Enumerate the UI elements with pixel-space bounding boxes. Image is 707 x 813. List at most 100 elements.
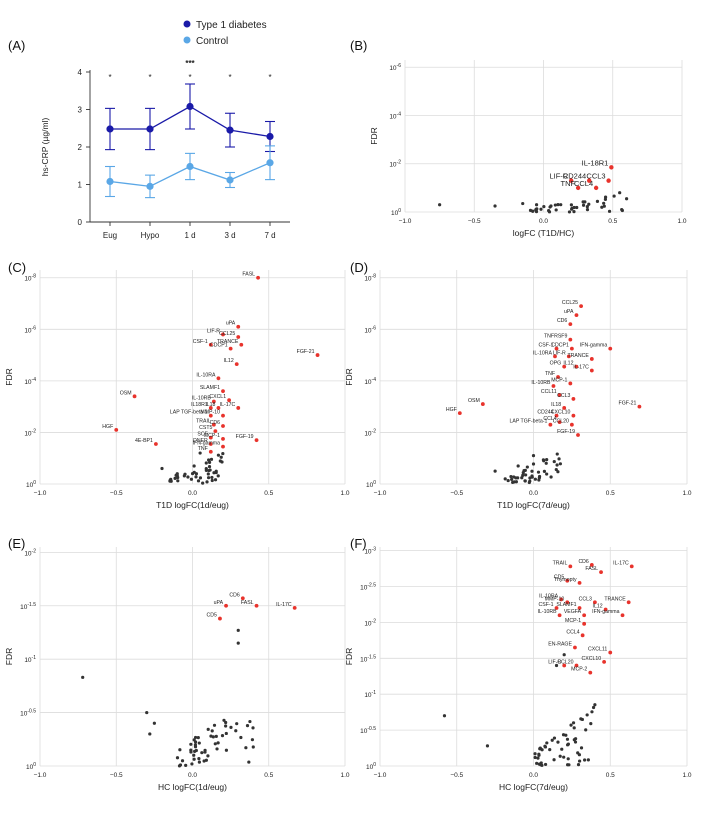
point-label: CD6	[229, 592, 239, 598]
tick-base: 10	[24, 327, 32, 334]
background-point	[248, 719, 252, 724]
significance-star: *	[228, 73, 231, 82]
background-point	[189, 477, 194, 481]
background-point	[549, 204, 553, 208]
background-point	[193, 735, 198, 740]
data-point	[266, 132, 274, 141]
point-label: TRANCE	[217, 339, 239, 345]
background-point	[251, 726, 255, 730]
background-point	[531, 454, 536, 458]
significance-star: *	[268, 73, 271, 82]
tick-base: 10	[389, 162, 397, 169]
background-point	[566, 757, 570, 761]
significant-point	[315, 353, 320, 357]
background-point	[537, 762, 541, 766]
background-point	[503, 477, 507, 481]
tick-exponent: -2	[32, 548, 37, 554]
background-point	[581, 203, 586, 207]
point-label: HGF	[446, 407, 457, 413]
y-tick-label: 100	[366, 762, 376, 771]
background-point	[585, 204, 589, 209]
background-point	[600, 205, 604, 209]
background-point	[198, 451, 202, 455]
point-label: CCL4	[543, 416, 556, 422]
x-tick-label: 0.5	[606, 772, 615, 779]
point-label: CXCL10	[551, 410, 571, 416]
significant-point	[626, 600, 631, 605]
background-point	[572, 205, 576, 210]
background-point	[540, 748, 544, 752]
point-label: 4E-BP1	[135, 438, 153, 444]
background-point	[556, 202, 560, 207]
background-point	[510, 477, 514, 482]
background-point	[584, 728, 588, 732]
legend-label-control: Control	[196, 36, 228, 47]
background-point	[210, 475, 214, 480]
point-label: OPG	[550, 361, 562, 367]
point-label: CCL3	[579, 596, 592, 602]
data-point	[146, 125, 154, 133]
x-tick-label: 0.0	[539, 218, 548, 225]
point-label: EN-RAGE	[548, 642, 572, 648]
significance-star: *	[148, 73, 151, 82]
background-point	[553, 203, 557, 207]
point-label: FGF-21	[619, 401, 637, 407]
background-point	[572, 726, 576, 730]
point-label: CSF-1	[193, 339, 208, 345]
significant-point	[599, 570, 603, 575]
tick-exponent: -2	[372, 428, 377, 434]
point-label: LAP TGF-beta-1	[170, 410, 208, 416]
data-point	[106, 125, 114, 133]
panel-f-letter: (F)	[350, 536, 367, 551]
significant-point	[554, 606, 559, 610]
background-point	[590, 710, 594, 714]
y-tick-label: 10-2.5	[360, 582, 376, 591]
background-point	[198, 476, 203, 480]
point-label: IFN-gamma	[193, 441, 220, 447]
data-point	[186, 162, 194, 171]
point-label: TRANCE	[604, 596, 626, 602]
x-tick-label: 1.0	[682, 490, 691, 497]
tick-base: 10	[364, 276, 372, 283]
background-point	[192, 757, 196, 761]
background-point	[535, 207, 539, 211]
background-point	[178, 748, 182, 752]
background-point	[585, 208, 590, 212]
background-point	[556, 470, 560, 474]
background-point	[544, 461, 548, 465]
background-point	[215, 747, 219, 751]
background-point	[603, 197, 608, 201]
tick-exponent: -2	[32, 428, 37, 434]
significant-point	[608, 346, 613, 351]
background-point	[533, 477, 537, 481]
point-label: IFN-gamma	[592, 609, 619, 615]
x-tick-label: 1.0	[340, 772, 349, 779]
point-label: FGF-21	[297, 349, 315, 355]
background-point	[577, 759, 582, 763]
background-point	[209, 457, 214, 461]
y-tick-label: 2	[78, 143, 83, 152]
background-point	[569, 203, 574, 207]
point-label: LIF-R	[207, 328, 220, 334]
tick-base: 10	[364, 327, 372, 334]
background-point	[612, 194, 616, 198]
point-label: CXCL10	[582, 656, 602, 662]
x-tick-label: −1.0	[34, 772, 47, 779]
background-point	[81, 675, 85, 679]
significant-point	[132, 394, 137, 399]
significance-star: *	[108, 73, 111, 82]
background-point	[493, 469, 497, 473]
background-point	[531, 209, 535, 213]
significant-point	[216, 406, 221, 410]
background-point	[535, 761, 539, 765]
background-point	[589, 722, 593, 726]
background-point	[576, 763, 581, 767]
significant-point	[557, 420, 562, 425]
background-point	[186, 475, 190, 479]
significant-point	[236, 324, 241, 329]
point-label: CD244	[563, 172, 586, 181]
significant-point	[554, 413, 559, 418]
point-label: LIF-R	[549, 172, 568, 181]
background-point	[202, 759, 206, 763]
